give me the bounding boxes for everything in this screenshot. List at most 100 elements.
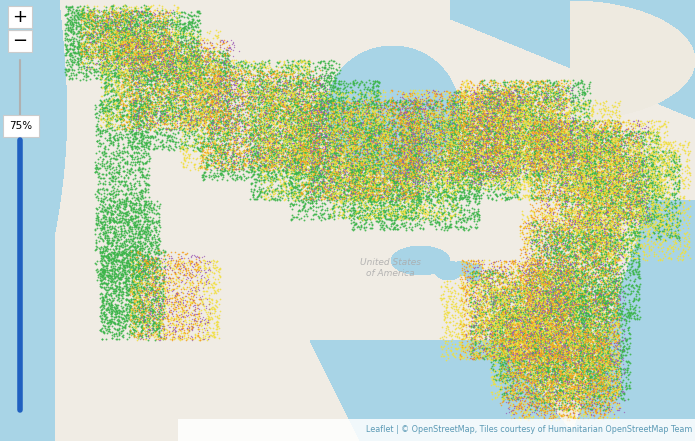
Point [193, 96, 204, 103]
Point [555, 135, 566, 142]
Point [399, 105, 410, 112]
Point [322, 143, 334, 150]
Point [546, 105, 557, 112]
Point [481, 124, 492, 131]
Point [627, 209, 638, 217]
Point [314, 59, 325, 66]
Point [201, 78, 212, 85]
Point [471, 283, 482, 290]
Point [111, 16, 122, 23]
Point [613, 193, 624, 200]
Point [532, 337, 543, 344]
Point [478, 156, 489, 163]
Point [569, 138, 580, 145]
Point [101, 90, 113, 97]
Point [619, 192, 630, 199]
Point [92, 211, 103, 218]
Point [669, 213, 680, 220]
Point [346, 190, 357, 197]
Point [108, 96, 120, 103]
Point [599, 324, 610, 331]
Point [128, 54, 139, 61]
Point [551, 327, 562, 334]
Point [502, 110, 514, 117]
Point [571, 380, 582, 387]
Point [579, 183, 590, 191]
Point [238, 57, 249, 64]
Point [587, 121, 598, 128]
Point [458, 99, 469, 106]
Point [163, 30, 174, 37]
Point [318, 96, 329, 103]
Point [591, 134, 603, 141]
Point [562, 190, 573, 197]
Point [579, 289, 590, 296]
Point [153, 54, 164, 61]
Point [98, 49, 109, 56]
Point [202, 107, 213, 114]
Point [142, 118, 153, 125]
Point [614, 370, 625, 377]
Point [480, 118, 491, 125]
Point [149, 268, 161, 275]
Point [571, 99, 582, 106]
Point [181, 50, 193, 57]
Point [286, 88, 297, 95]
Point [397, 172, 408, 179]
Point [106, 62, 117, 69]
Point [411, 182, 422, 189]
Point [634, 257, 645, 264]
Point [671, 223, 682, 230]
Point [605, 114, 616, 121]
Point [572, 324, 583, 331]
Point [561, 391, 572, 398]
Point [638, 254, 649, 261]
Point [256, 78, 268, 86]
Point [492, 174, 503, 181]
Point [522, 332, 533, 339]
Point [593, 269, 604, 276]
Point [636, 164, 647, 171]
Point [279, 71, 291, 78]
Point [534, 285, 546, 292]
Point [569, 323, 580, 330]
Point [147, 32, 158, 39]
Point [588, 202, 599, 209]
Point [151, 73, 162, 80]
Point [304, 82, 315, 89]
Point [117, 116, 129, 123]
Point [124, 38, 136, 45]
Point [490, 149, 501, 157]
Point [587, 239, 598, 246]
Point [543, 350, 554, 357]
Point [295, 162, 306, 169]
Point [382, 124, 393, 131]
Point [265, 91, 276, 98]
Point [142, 42, 153, 49]
Point [368, 167, 379, 174]
Point [528, 78, 539, 86]
Point [401, 139, 412, 146]
Point [575, 344, 586, 351]
Point [529, 120, 540, 127]
Point [639, 187, 651, 194]
Point [288, 154, 300, 161]
Point [660, 207, 671, 214]
Point [65, 28, 76, 35]
Point [99, 101, 111, 108]
Point [430, 109, 441, 116]
Point [566, 333, 577, 340]
Point [183, 120, 194, 127]
Point [611, 192, 622, 199]
Point [616, 213, 627, 220]
Point [470, 311, 481, 318]
Point [580, 168, 591, 175]
Point [329, 141, 341, 148]
Point [488, 164, 499, 171]
Point [350, 125, 361, 132]
Point [603, 131, 614, 138]
Point [473, 299, 484, 306]
Point [351, 157, 362, 164]
Point [333, 153, 344, 160]
Point [447, 119, 458, 126]
